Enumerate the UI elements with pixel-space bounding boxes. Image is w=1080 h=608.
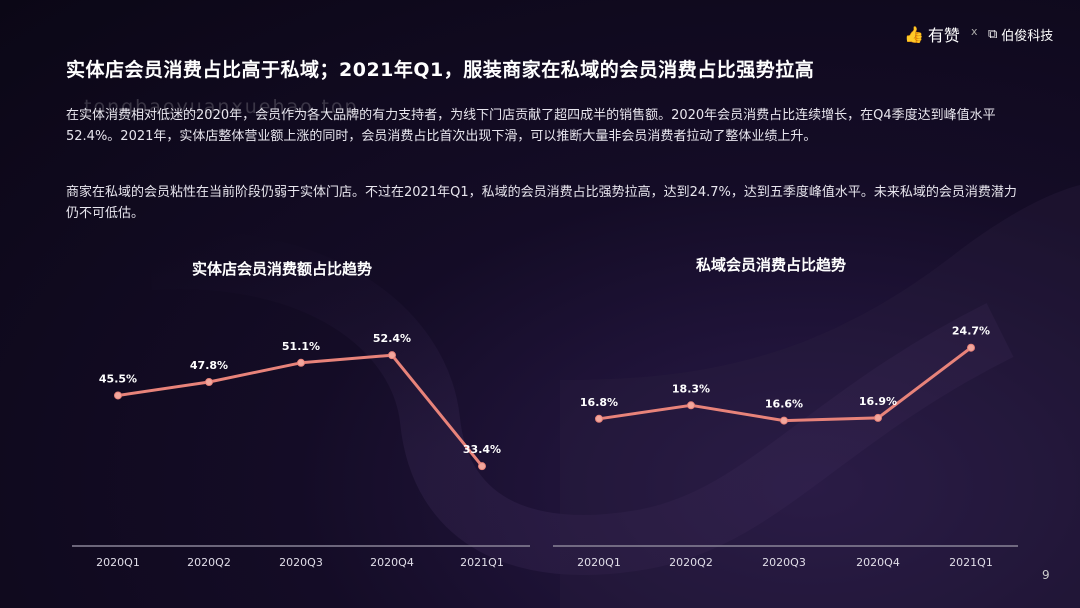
chart1-point-2020Q2 xyxy=(205,378,213,387)
chart1-point-2020Q3 xyxy=(297,358,305,367)
chart1-point-2020Q4 xyxy=(388,351,396,360)
chart2-data-label-2020Q1: 16.8% xyxy=(580,396,618,409)
chart1-point-2021Q1 xyxy=(478,462,486,471)
chart1-tick-2020Q2: 2020Q2 xyxy=(187,556,231,569)
brand-youzan-text: 有赞 xyxy=(927,26,960,45)
watermark: tongbaoyuanxuehao.top xyxy=(84,96,359,118)
chart1-title: 实体店会员消费额占比趋势 xyxy=(192,260,373,278)
chart2-point-2020Q1 xyxy=(595,414,603,423)
chart1-data-label-2020Q4: 52.4% xyxy=(373,332,411,345)
chart2-point-2020Q2 xyxy=(687,401,695,410)
chart1-data-label-2021Q1: 33.4% xyxy=(463,443,501,456)
chart2-title: 私域会员消费占比趋势 xyxy=(696,256,847,274)
page-title: 实体店会员消费占比高于私域；2021年Q1，服装商家在私域的会员消费占比强势拉高 xyxy=(66,59,815,81)
chart1-tick-2020Q1: 2020Q1 xyxy=(96,556,140,569)
brand-separator: x xyxy=(971,25,978,38)
chart1-tick-2020Q3: 2020Q3 xyxy=(279,556,323,569)
chart1-series-line xyxy=(117,353,484,468)
chart2-tick-2020Q4: 2020Q4 xyxy=(856,556,900,569)
chart2-data-label-2020Q4: 16.9% xyxy=(859,395,897,408)
chart2-point-2021Q1 xyxy=(967,343,975,352)
chart1-data-label-2020Q3: 51.1% xyxy=(282,340,320,353)
chart1-tick-2020Q4: 2020Q4 xyxy=(370,556,414,569)
thumbs-up-icon: 👍 xyxy=(904,24,924,44)
chart1-data-label-2020Q1: 45.5% xyxy=(99,372,137,385)
page-number: 9 xyxy=(1042,568,1050,582)
chart2-point-2020Q3 xyxy=(780,416,788,425)
youzan-logo: 👍 有赞 xyxy=(904,22,960,46)
chart2-point-2020Q4 xyxy=(874,413,882,422)
paragraph-2: 商家在私域的会员粘性在当前阶段仍弱于实体门店。不过在2021年Q1，私域的会员消… xyxy=(66,185,1017,221)
chart2-data-label-2020Q3: 16.6% xyxy=(765,398,803,411)
chart1-tick-2021Q1: 2021Q1 xyxy=(460,556,504,569)
chart1-data-label-2020Q2: 47.8% xyxy=(190,359,228,372)
chart2-tick-2020Q3: 2020Q3 xyxy=(762,556,806,569)
chart2-data-label-2021Q1: 24.7% xyxy=(952,325,990,338)
chart2-data-label-2020Q2: 18.3% xyxy=(672,382,710,395)
chart1-point-2020Q1 xyxy=(114,391,122,400)
chart2-tick-2021Q1: 2021Q1 xyxy=(949,556,993,569)
brand-bojun-text: 伯俊科技 xyxy=(1001,29,1054,44)
paragraph-1: 在实体消费相对低迷的2020年，会员作为各大品牌的有力支持者，为线下门店贡献了超… xyxy=(66,108,996,144)
chart2-tick-2020Q1: 2020Q1 xyxy=(577,556,621,569)
bojun-logo: ⧉ 伯俊科技 xyxy=(988,25,1053,44)
chart2-tick-2020Q2: 2020Q2 xyxy=(669,556,713,569)
bojun-mark-icon: ⧉ xyxy=(988,27,998,42)
